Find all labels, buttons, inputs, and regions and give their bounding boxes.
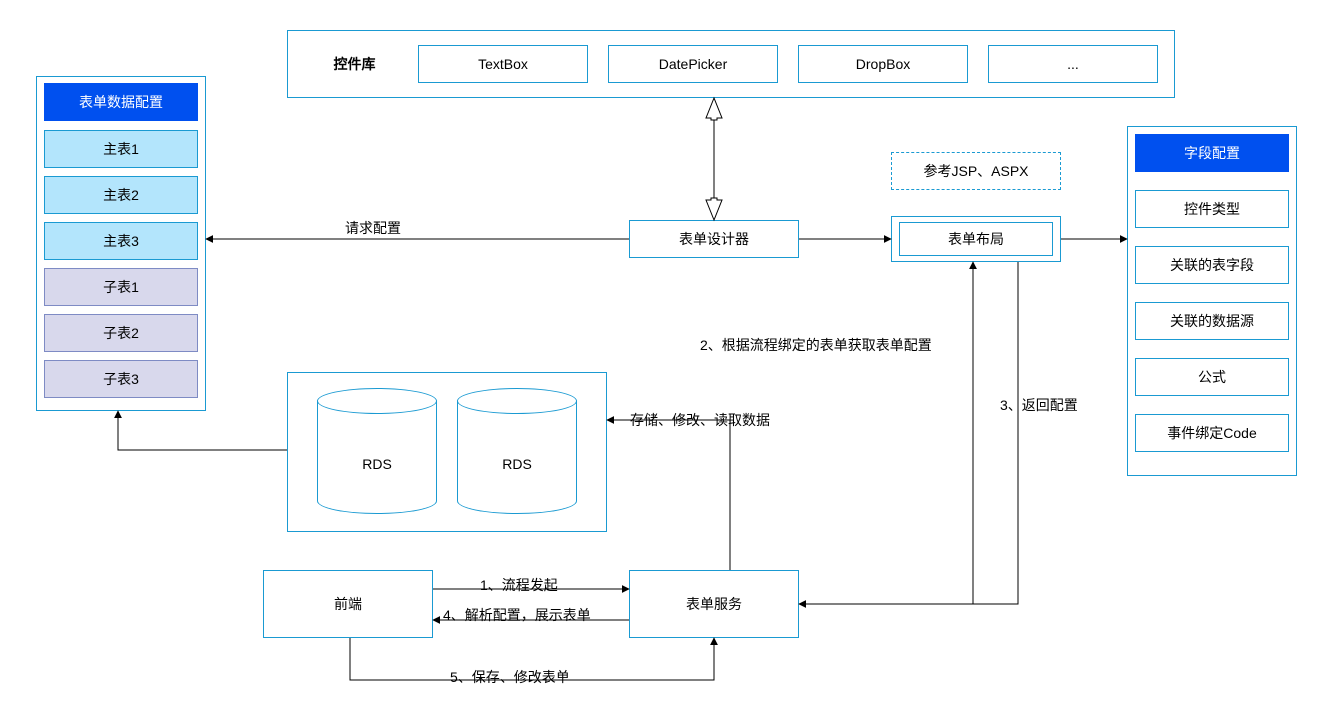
rds-cylinder-2: RDS	[457, 388, 577, 514]
edge-service-to-layout	[799, 262, 973, 604]
control-item-dropbox: DropBox	[798, 45, 968, 83]
sub-table-3: 子表3	[44, 360, 198, 398]
form-layout-inner: 表单布局	[899, 222, 1053, 256]
data-config-header: 表单数据配置	[44, 83, 198, 121]
jsp-aspx-note: 参考JSP、ASPX	[891, 152, 1061, 190]
control-item-textbox: TextBox	[418, 45, 588, 83]
edge-rds-to-dataconfig	[118, 411, 287, 450]
rds-cylinder-1: RDS	[317, 388, 437, 514]
control-library-title: 控件库	[302, 45, 407, 83]
field-item-control-type: 控件类型	[1135, 190, 1289, 228]
sub-table-2: 子表2	[44, 314, 198, 352]
rds-label-2: RDS	[457, 456, 577, 472]
field-item-event-code: 事件绑定Code	[1135, 414, 1289, 452]
label-step-1: 1、流程发起	[480, 575, 558, 595]
edge-lib-designer	[706, 98, 722, 220]
control-item-more: ...	[988, 45, 1158, 83]
frontend-node: 前端	[263, 570, 433, 638]
label-step-5: 5、保存、修改表单	[450, 667, 570, 687]
label-step-4: 4、解析配置，展示表单	[443, 605, 591, 625]
label-request-config: 请求配置	[345, 218, 401, 238]
rds-label-1: RDS	[317, 456, 437, 472]
field-item-formula: 公式	[1135, 358, 1289, 396]
field-config-header: 字段配置	[1135, 134, 1289, 172]
field-item-linked-table-field: 关联的表字段	[1135, 246, 1289, 284]
sub-table-1: 子表1	[44, 268, 198, 306]
main-table-2: 主表2	[44, 176, 198, 214]
label-step-3: 3、返回配置	[1000, 395, 1078, 415]
edge-service-to-rds	[607, 420, 730, 570]
label-store-modify-read: 存储、修改、读取数据	[630, 410, 770, 430]
main-table-3: 主表3	[44, 222, 198, 260]
edge-layout-to-service	[799, 262, 1018, 604]
control-item-datepicker: DatePicker	[608, 45, 778, 83]
field-item-linked-datasource: 关联的数据源	[1135, 302, 1289, 340]
form-designer-node: 表单设计器	[629, 220, 799, 258]
label-step-2: 2、根据流程绑定的表单获取表单配置	[700, 335, 932, 355]
main-table-1: 主表1	[44, 130, 198, 168]
form-service-node: 表单服务	[629, 570, 799, 638]
